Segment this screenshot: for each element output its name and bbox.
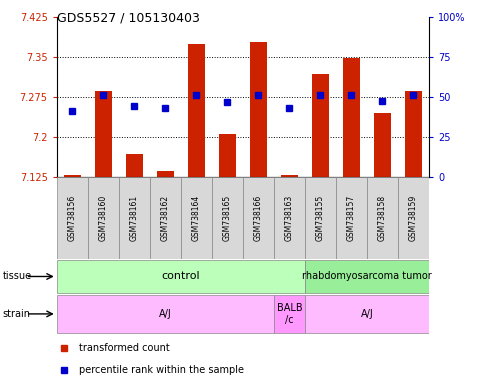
Bar [57,260,305,293]
Text: GSM738165: GSM738165 [223,195,232,241]
Bar [64,175,81,177]
Text: GSM738164: GSM738164 [192,195,201,241]
Text: A/J: A/J [360,309,373,319]
Bar [305,260,429,293]
Bar [157,171,174,177]
Bar [150,177,181,259]
Bar [305,295,429,333]
Bar [188,44,205,177]
Bar [181,177,212,259]
Bar [243,177,274,259]
Text: tissue: tissue [2,271,32,281]
Bar [274,177,305,259]
Bar [398,177,429,259]
Bar [367,177,398,259]
Bar [343,58,360,177]
Bar [312,74,329,177]
Bar [374,113,391,177]
Text: GSM738156: GSM738156 [68,195,77,241]
Text: transformed count: transformed count [79,343,170,353]
Text: strain: strain [2,309,31,319]
Bar [212,177,243,259]
Text: control: control [161,271,200,281]
Bar [57,295,274,333]
Bar [305,177,336,259]
Bar [336,177,367,259]
Text: GDS5527 / 105130403: GDS5527 / 105130403 [57,12,200,25]
Text: GSM738161: GSM738161 [130,195,139,241]
Text: BALB
/c: BALB /c [277,303,302,325]
Text: GSM738162: GSM738162 [161,195,170,241]
Bar [219,134,236,177]
Text: GSM738163: GSM738163 [285,195,294,241]
Bar [405,91,422,177]
Text: GSM738157: GSM738157 [347,195,356,241]
Text: GSM738160: GSM738160 [99,195,108,241]
Bar [95,91,112,177]
Text: GSM738166: GSM738166 [254,195,263,241]
Bar [126,154,143,177]
Text: rhabdomyosarcoma tumor: rhabdomyosarcoma tumor [302,271,432,281]
Bar [250,42,267,177]
Bar [119,177,150,259]
Text: GSM738155: GSM738155 [316,195,325,241]
Text: A/J: A/J [159,309,172,319]
Text: percentile rank within the sample: percentile rank within the sample [79,365,244,375]
Bar [274,295,305,333]
Bar [57,177,88,259]
Bar [88,177,119,259]
Text: GSM738158: GSM738158 [378,195,387,241]
Bar [281,175,298,177]
Text: GSM738159: GSM738159 [409,195,418,241]
